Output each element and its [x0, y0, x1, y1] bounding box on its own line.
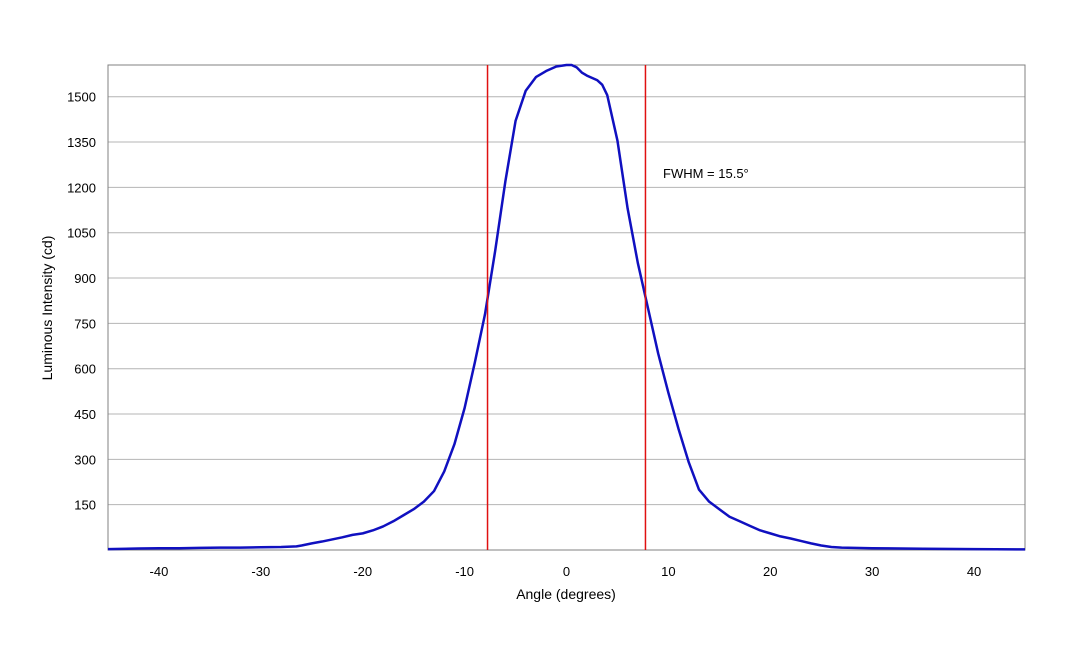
intensity-curve	[107, 63, 1026, 551]
y-tick-label: 900	[74, 271, 96, 286]
x-tick-label: 30	[865, 564, 879, 579]
x-tick-label: -10	[455, 564, 474, 579]
x-tick-label: -40	[150, 564, 169, 579]
plot-frame	[107, 64, 1026, 551]
y-tick-label: 150	[74, 498, 96, 513]
grid-lines	[108, 96, 1025, 506]
x-tick-label: -20	[353, 564, 372, 579]
y-tick-label: 300	[74, 452, 96, 467]
y-tick-label: 450	[74, 407, 96, 422]
y-tick-label: 1350	[67, 135, 96, 150]
fwhm-annotation: FWHM = 15.5°	[663, 166, 749, 181]
x-tick-label: 20	[763, 564, 777, 579]
y-tick-label: 600	[74, 362, 96, 377]
x-tick-labels: -40 -30 -20 -10 0 10 20 30 40	[150, 564, 982, 579]
x-tick-label: -30	[251, 564, 270, 579]
y-axis-title: Luminous Intensity (cd)	[39, 236, 55, 381]
y-tick-label: 1050	[67, 226, 96, 241]
x-tick-label: 40	[967, 564, 981, 579]
x-tick-label: 0	[563, 564, 570, 579]
y-tick-label: 1200	[67, 180, 96, 195]
y-tick-label: 750	[74, 316, 96, 331]
x-axis-title: Angle (degrees)	[516, 586, 616, 602]
y-tick-label: 1500	[67, 90, 96, 105]
y-tick-labels: 150 300 450 600 750 900 1050 1200 1350 1500	[67, 90, 96, 513]
x-tick-label: 10	[661, 564, 675, 579]
